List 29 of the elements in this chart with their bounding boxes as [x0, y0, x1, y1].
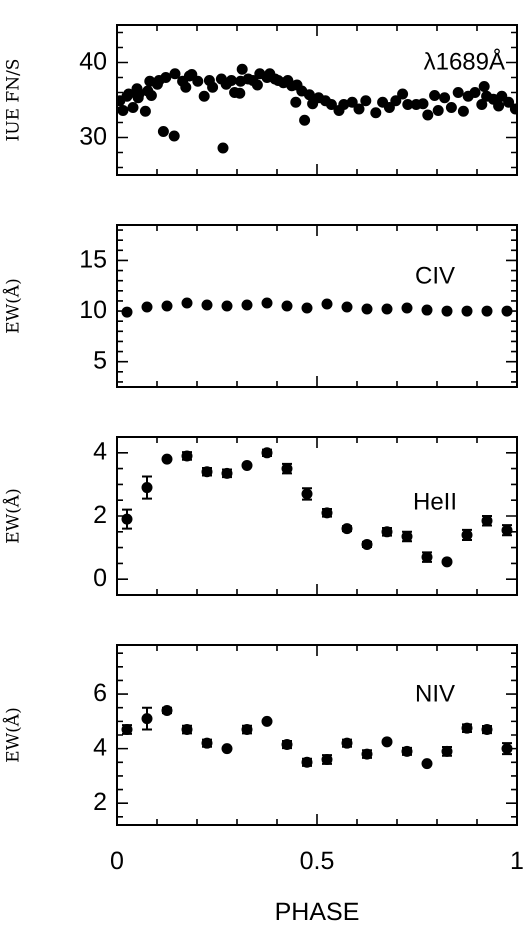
annotation: CIV: [414, 262, 456, 290]
annotation: HeII: [412, 488, 458, 516]
annotation: NIV: [414, 680, 456, 708]
point: [262, 716, 272, 727]
annotation: λ1689Å: [424, 48, 505, 76]
y-axis-title: EW(Å): [2, 278, 24, 334]
point: [442, 556, 452, 568]
y-tick-label: 4: [93, 438, 108, 466]
y-tick-label: 2: [93, 788, 107, 816]
point: [162, 454, 172, 465]
y-axis-title: IUE FN/S: [4, 58, 24, 142]
x-axis-title: PHASE: [274, 898, 360, 926]
point: [422, 758, 432, 770]
y-tick-label: 0: [93, 564, 107, 592]
x-tick-label: 0.5: [300, 846, 334, 875]
y-tick-label: 5: [93, 346, 107, 375]
point: [222, 743, 232, 754]
y-tick-label: 15: [79, 245, 107, 274]
y-tick-label: 10: [79, 296, 107, 324]
y-tick-label: 4: [93, 734, 108, 762]
y-axis-title: EW(Å): [2, 488, 24, 544]
y-tick-label: 6: [93, 678, 107, 707]
y-tick-label: 2: [93, 500, 107, 529]
y-tick-label: 30: [79, 122, 107, 150]
point: [242, 460, 252, 471]
point: [382, 736, 392, 748]
y-axis-title: EW(Å): [2, 707, 24, 763]
x-tick-label: 1: [510, 846, 524, 875]
y-tick-label: 40: [79, 47, 107, 76]
